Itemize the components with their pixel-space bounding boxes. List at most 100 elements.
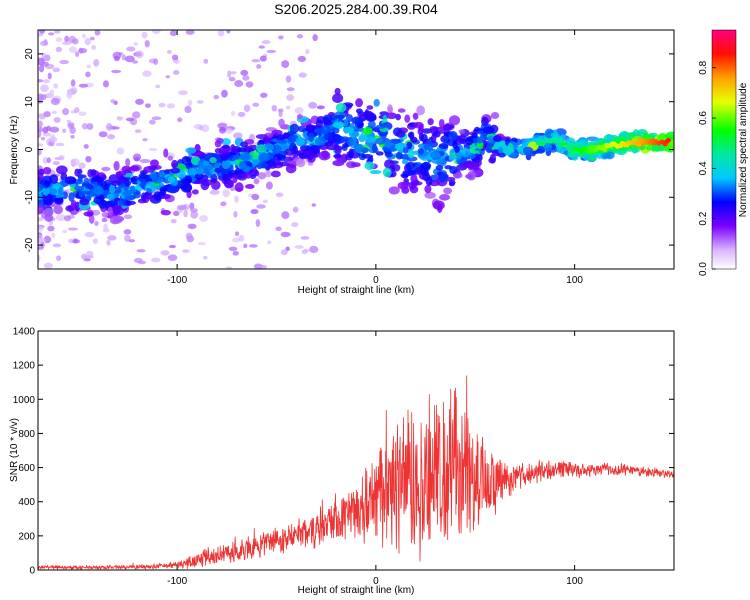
spectrogram-cell (234, 195, 239, 203)
spectrogram-cell (271, 129, 283, 136)
snr-xlabel: Height of straight line (km) (298, 585, 415, 596)
spectrogram-cell (153, 58, 159, 65)
spectrogram-cell (107, 206, 114, 216)
spectrogram-cell (404, 114, 411, 123)
spectrogram-cell (414, 167, 422, 173)
spectrogram-cell (53, 205, 63, 215)
spectrogram-cell (402, 170, 410, 176)
spectrogram-cell (101, 211, 109, 218)
y-tick-label: -20 (24, 237, 35, 252)
spectrogram-cell (44, 214, 54, 222)
spectrogram-cell (264, 143, 275, 151)
spectrogram-cell (438, 118, 445, 128)
spectrogram-cell (178, 90, 188, 96)
spectrogram-cell (522, 146, 534, 155)
spectrogram-cell (84, 38, 91, 46)
spectrogram-cell (133, 156, 140, 162)
x-tick-label: -100 (167, 576, 187, 587)
spectrogram-cell (369, 170, 382, 175)
spectrogram-cell (214, 148, 222, 154)
spectrogram-cell (444, 165, 453, 170)
spectrogram-cell (85, 71, 91, 78)
spectrogram-cell (83, 211, 94, 217)
spectrogram-cell (38, 143, 44, 147)
spectrogram-cell (189, 202, 195, 210)
spectrogram-cell (332, 123, 342, 128)
spectrogram-cell (86, 64, 92, 69)
spectrogram-cell (74, 107, 80, 114)
spectrogram-cell (275, 226, 282, 231)
spectrogram-cell (384, 159, 395, 169)
spectrogram-cell (167, 155, 174, 161)
spectrogram-cell (203, 58, 209, 64)
spectrogram-cell (334, 147, 342, 155)
spectrogram-cell (311, 203, 317, 207)
spectrogram-cell (64, 176, 77, 185)
spectrogram-cell (166, 49, 172, 54)
spectrogram-cell (227, 70, 232, 78)
spectrogram-cell (243, 243, 248, 249)
spectrogram-cell (234, 79, 244, 88)
spectrogram-cell (373, 99, 380, 107)
spectrogram-cell (68, 227, 78, 231)
spectrogram-cell (51, 232, 56, 238)
spectrogram-cell (170, 218, 177, 224)
spectrogram-cell (190, 210, 199, 219)
spectrogram-cell (465, 173, 474, 179)
snr-y-ticks: 0 200 400 600 800 1000 1200 1400 (13, 327, 674, 577)
spectrogram-cell (221, 159, 231, 170)
spectrogram-cell (275, 134, 286, 140)
spectrogram-cell (651, 143, 663, 152)
spectrogram-cell (259, 55, 267, 62)
spectrogram-cell (236, 147, 248, 153)
spectrogram-cell (185, 232, 193, 240)
spectrogram-cell (291, 222, 299, 228)
spectrogram-cell (148, 147, 158, 152)
spectrogram-cell (550, 132, 559, 137)
spectrogram-cell (38, 217, 44, 222)
spectrogram-cell (116, 116, 123, 121)
spectrogram-cell (305, 49, 310, 55)
spectrogram-cell (107, 235, 117, 241)
spectrogram-cell (185, 30, 195, 35)
spectrogram-cell (125, 158, 131, 167)
spectrogram-cell (222, 144, 231, 149)
spectrogram-cell (454, 145, 460, 153)
spectrogram-cell (56, 165, 68, 175)
spectrogram-cell (46, 125, 51, 132)
spectrogram-cell (256, 64, 262, 69)
spectrogram-cell (130, 177, 137, 183)
spectrogram-cell (86, 123, 94, 130)
spectrogram-cell (105, 123, 113, 131)
spectrogram-cell (209, 157, 217, 164)
spectrogram-cell (101, 166, 111, 172)
spectrogram-cell (281, 211, 290, 219)
spectrogram-cell (113, 160, 120, 171)
spectrogram-cell (174, 59, 180, 64)
spectrogram-cell (410, 136, 418, 143)
spectrogram-cell (296, 136, 305, 146)
colorbar-bar (711, 29, 737, 270)
spectrogram-cell (265, 181, 273, 190)
spectrogram-cell (180, 183, 193, 193)
spectrogram-cell (217, 122, 228, 129)
spectrogram-cell (602, 139, 611, 144)
spectrogram-cell (285, 105, 291, 110)
spectrogram-cell (228, 77, 236, 82)
spectrogram-cell (309, 245, 319, 254)
spectrogram-cell (395, 130, 406, 138)
spectrogram-cell (602, 147, 608, 152)
spectrogram-cell (200, 180, 210, 191)
spectrogram-cell (225, 127, 233, 134)
spectrogram-cell (63, 215, 72, 222)
spectrogram-cell (465, 137, 474, 146)
spectrogram-cell (314, 137, 326, 146)
spectrogram-cell (379, 130, 387, 140)
spectrogram-cell (220, 153, 230, 161)
spectrogram-cell (185, 147, 197, 154)
spectrogram-cell (66, 119, 71, 123)
spectrogram-cell (38, 79, 44, 83)
spectrogram-cell (332, 93, 344, 104)
spectrogram-cell (57, 187, 64, 196)
spectrogram-cell (68, 192, 75, 202)
